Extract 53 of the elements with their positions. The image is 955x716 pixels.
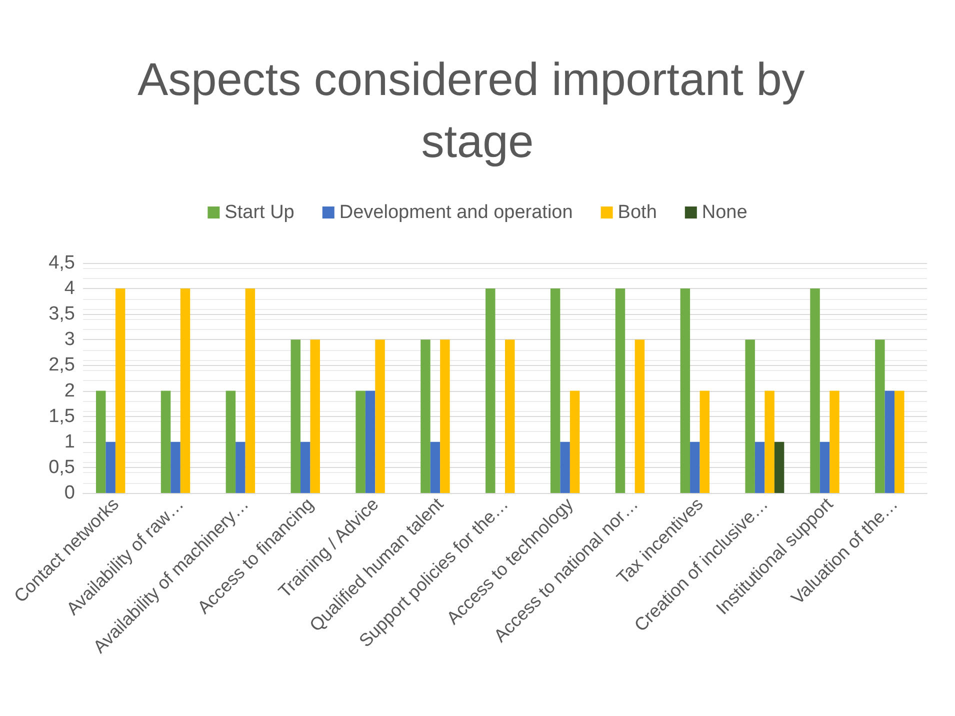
bar [356, 390, 366, 493]
bar [375, 340, 385, 493]
bar [236, 442, 246, 493]
legend-label: Development and operation [339, 202, 573, 223]
bar [505, 340, 515, 493]
y-tick-label: 3,5 [48, 304, 75, 325]
bar [440, 340, 450, 493]
bar [226, 390, 236, 493]
y-tick-label: 4,5 [48, 252, 75, 274]
bar [96, 390, 106, 493]
bar [745, 340, 755, 493]
bar [160, 390, 171, 493]
bar [365, 390, 376, 493]
bar [420, 340, 430, 493]
bar [764, 390, 774, 493]
bar [486, 288, 496, 493]
y-tick-label: 2 [64, 380, 75, 402]
y-tick-label: 0,5 [48, 456, 75, 478]
bar [884, 390, 895, 493]
bar [634, 340, 645, 493]
bar [570, 390, 580, 493]
bar [754, 442, 765, 493]
bar [310, 340, 320, 493]
bar [774, 442, 784, 493]
bar [560, 442, 570, 493]
y-tick-label: 1 [64, 431, 75, 452]
bar [830, 390, 840, 493]
y-tick-label: 2,5 [48, 354, 75, 376]
bar [690, 442, 700, 493]
bar [700, 390, 710, 493]
bar [245, 288, 256, 493]
bar [300, 442, 310, 493]
legend-label: None [702, 202, 748, 223]
bar [290, 340, 300, 493]
bar [680, 288, 690, 493]
bar [894, 390, 904, 493]
bar [875, 340, 885, 493]
bar [430, 442, 440, 493]
chart-title: Aspects considered important by stage [137, 53, 818, 167]
bar [820, 442, 830, 493]
bar [115, 288, 126, 493]
y-tick-label: 3 [64, 329, 75, 350]
bar [170, 442, 180, 493]
y-tick-label: 1,5 [48, 406, 75, 427]
bar [550, 288, 560, 493]
bar [180, 288, 190, 493]
bar [615, 288, 626, 493]
legend-label: Start Up [224, 202, 294, 223]
y-tick-label: 4 [64, 278, 76, 300]
bar [810, 288, 820, 493]
legend-label: Both [618, 202, 657, 223]
y-tick-label: 0 [64, 482, 75, 504]
bar [106, 442, 116, 493]
